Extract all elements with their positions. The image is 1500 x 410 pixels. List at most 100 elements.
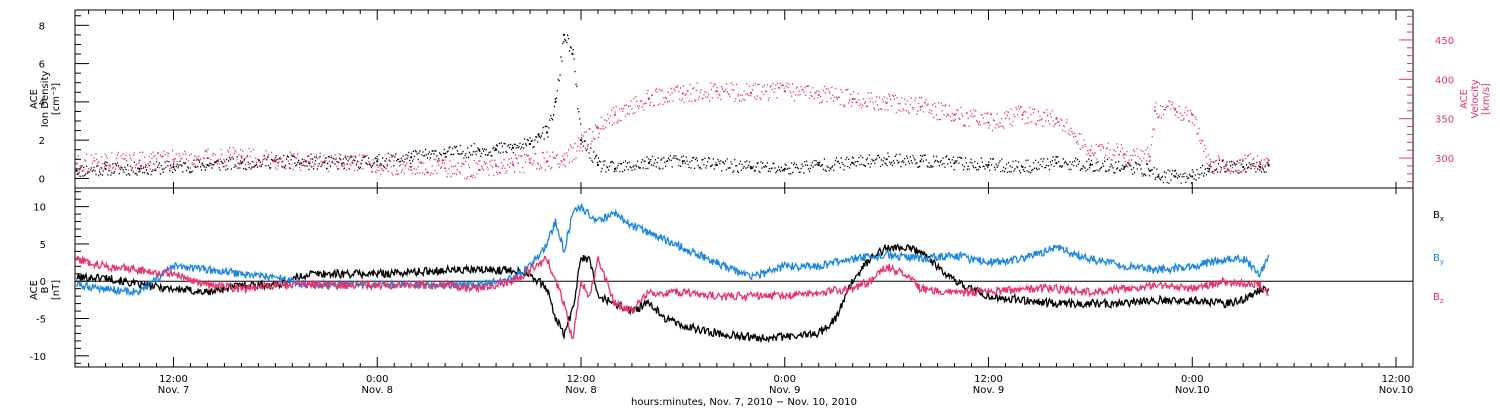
velocity-point	[647, 97, 651, 101]
density-point	[1089, 163, 1092, 167]
density-tick-label: 2	[39, 136, 45, 147]
field-trace-bz	[76, 255, 1270, 340]
velocity-tick-label: 350	[1435, 115, 1454, 126]
density-point	[172, 165, 175, 169]
velocity-point	[1148, 155, 1151, 158]
density-point	[1157, 175, 1160, 178]
magnetic-field-panel: 10 5 0 -5 -10 ACE B [nT] Bx By Bz	[29, 187, 1444, 368]
density-point	[919, 160, 922, 163]
density-point	[537, 133, 540, 136]
density-label-line-1: ACE	[29, 89, 40, 109]
velocity-axis-label: ACE Velocity [km/s]	[1459, 79, 1492, 118]
velocity-point	[494, 164, 498, 168]
velocity-point	[613, 113, 617, 116]
velocity-point	[919, 105, 922, 108]
density-point	[511, 146, 515, 149]
velocity-point	[444, 167, 447, 170]
velocity-point	[274, 159, 277, 162]
velocity-point	[1123, 153, 1126, 156]
density-point	[444, 152, 447, 155]
velocity-point	[1055, 117, 1058, 120]
x-tick-time-label: 12:00	[974, 374, 1003, 385]
velocity-point	[1208, 164, 1211, 168]
velocity-series	[75, 82, 1270, 180]
density-dots	[76, 34, 1270, 184]
velocity-point	[953, 113, 956, 116]
density-point	[571, 52, 574, 56]
velocity-point	[715, 90, 718, 93]
velocity-point	[545, 160, 549, 163]
field-tick-label: 5	[40, 240, 46, 251]
density-tick-label: 8	[39, 21, 45, 32]
density-tick-label: 6	[39, 60, 45, 71]
density-point	[715, 163, 718, 167]
velocity-tick-label: 450	[1435, 36, 1454, 47]
x-tick-date-label: Nov. 8	[362, 385, 393, 396]
velocity-point	[410, 165, 413, 168]
x-axis-title: hours:minutes, Nov. 7, 2010 − Nov. 10, 2…	[631, 397, 857, 408]
velocity-point	[562, 158, 566, 161]
x-tick-date-label: Nov. 8	[565, 385, 596, 396]
velocity-point	[851, 97, 854, 101]
density-point	[1055, 162, 1058, 165]
field-series-bz	[76, 255, 1270, 340]
bottom-panel-frame	[74, 187, 1414, 368]
density-point	[647, 162, 651, 165]
density-point	[1021, 165, 1024, 169]
density-velocity-panel: 0 2 4 6 8 300 350 400 450 ACE Ion Density [cm⁻³…	[29, 9, 1492, 189]
field-axis: 10 5 0 -5 -10	[30, 191, 1413, 364]
density-point	[104, 167, 107, 170]
density-point	[1123, 165, 1126, 169]
velocity-point	[1153, 109, 1157, 112]
density-point	[376, 160, 379, 163]
legend-by: By	[1433, 253, 1444, 266]
velocity-point	[681, 92, 684, 95]
density-point	[783, 167, 786, 170]
velocity-point	[478, 168, 481, 171]
density-point	[1191, 175, 1194, 178]
density-point	[545, 131, 549, 134]
density-point	[206, 163, 209, 167]
velocity-point	[1089, 149, 1092, 152]
density-point	[75, 169, 78, 172]
x-tick-time-label: 12:00	[1382, 374, 1411, 385]
density-point	[478, 148, 481, 151]
x-tick-date-label: Nov. 9	[973, 385, 1004, 396]
field-series-bx	[76, 243, 1270, 344]
velocity-point	[596, 127, 600, 130]
velocity-point	[528, 161, 532, 164]
velocity-point	[987, 121, 990, 124]
field-legend: Bx By Bz	[1433, 210, 1444, 305]
x-tick-time-label: 12:00	[567, 374, 596, 385]
velocity-point	[579, 142, 583, 145]
velocity-point	[1174, 108, 1177, 111]
density-point	[987, 163, 990, 167]
density-axis-label: ACE Ion Density [cm⁻³]	[29, 71, 62, 128]
density-point	[138, 167, 141, 170]
velocity-point	[172, 158, 175, 161]
velocity-point	[376, 164, 379, 167]
velocity-point	[342, 162, 345, 165]
density-point	[613, 167, 617, 170]
legend-bx: Bx	[1433, 210, 1444, 223]
field-label-line-1: ACE	[29, 280, 40, 300]
velocity-point	[749, 91, 752, 94]
velocity-point	[1191, 113, 1194, 116]
velocity-tick-label: 300	[1435, 154, 1454, 165]
x-tick-time-label: 0:00	[1181, 374, 1203, 385]
velocity-point	[240, 155, 243, 158]
density-point	[1259, 165, 1262, 169]
density-point	[681, 160, 684, 163]
velocity-label-line-2: Velocity	[1470, 79, 1481, 118]
density-point	[1148, 169, 1151, 172]
velocity-point	[511, 163, 515, 166]
top-panel-data	[75, 33, 1270, 184]
density-axis: 0 2 4 6 8	[39, 15, 89, 185]
density-point	[240, 162, 243, 165]
field-tick-label: 10	[33, 203, 46, 214]
density-point	[851, 162, 854, 165]
legend-bz: Bz	[1433, 292, 1444, 305]
density-point	[410, 156, 413, 159]
density-label-line-2: Ion Density	[40, 71, 51, 128]
density-point	[579, 139, 583, 142]
